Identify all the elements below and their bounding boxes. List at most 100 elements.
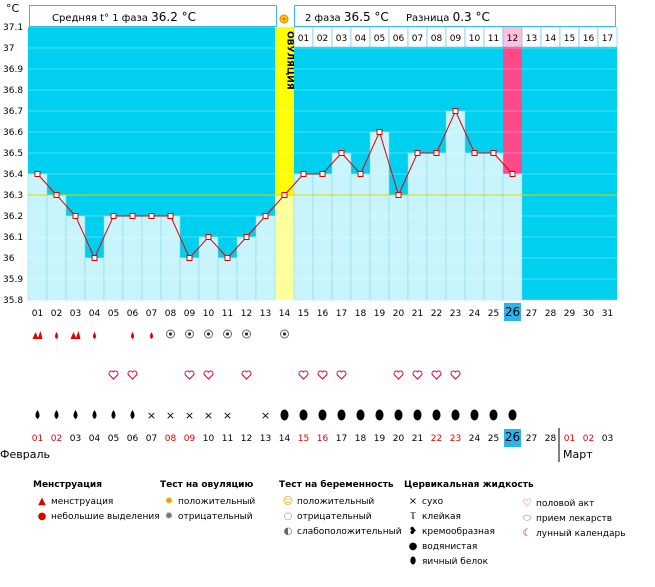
negative-test-icon-core	[225, 332, 230, 336]
difference-label: Разница	[405, 13, 450, 24]
x-tick-label: 30	[583, 309, 595, 319]
temperature-point	[376, 129, 383, 135]
y-tick-label: 35.8	[3, 296, 23, 306]
phase2-value: 36.5 °C	[343, 10, 389, 24]
temperature-point	[224, 255, 231, 261]
phase2-day-number: 14	[545, 34, 557, 44]
x-axis: 01 02 03 04 05 06 07 08 09 10 11 12 13 14 15 16 17 18 19 20…	[32, 303, 613, 321]
temperature-point	[243, 234, 250, 240]
egg-white-icon	[470, 409, 479, 421]
x-tick-label: 07	[146, 309, 157, 319]
watery-icon	[130, 410, 135, 419]
phase2-day-number: 12	[507, 34, 518, 44]
egg-white-icon: ⬮	[409, 556, 417, 567]
light-flow-icon	[131, 332, 134, 339]
egg-white-icon	[375, 409, 384, 421]
y-tick-label: 36.4	[3, 170, 23, 180]
temperature-point	[509, 171, 516, 177]
calendar-day: 02	[583, 434, 594, 444]
bbt-chart: ОВУЛЯЦИЯ 01 02 03 04 05 06 07 08 09 10 11 12 13 14 15 16…	[3, 23, 618, 462]
legend-label: слабоположительный	[297, 527, 402, 537]
y-tick-label: 36.9	[3, 65, 23, 75]
ovulation-label: ОВУЛЯЦИЯ	[285, 31, 295, 90]
calendar-day: 05	[108, 434, 119, 444]
month-label-march: Март	[563, 448, 593, 461]
legend-label: положительный	[297, 497, 375, 507]
calendar-day: 26	[505, 430, 520, 444]
legend-ovulation-test: Тест на овуляцию ✹ положительный ✹ отрицат…	[160, 480, 255, 524]
temperature-series	[34, 108, 516, 261]
temperature-bar	[483, 152, 504, 301]
light-flow-icon	[93, 332, 96, 339]
dry-icon: ×	[408, 496, 418, 507]
egg-white-icon	[299, 409, 308, 421]
x-tick-label: 16	[317, 309, 329, 319]
heart-icon	[431, 370, 442, 380]
dry-icon: ×	[147, 409, 156, 422]
heart-icon	[317, 370, 328, 380]
calendar-day: 22	[431, 434, 442, 444]
weak-positive-icon: ◐	[283, 526, 293, 537]
dry-icon: ×	[261, 409, 270, 422]
difference-value: 0.3 °C	[452, 10, 490, 24]
phase2-label: 2 фаза	[305, 13, 341, 24]
y-tick-label: 36	[3, 254, 15, 264]
gridlines	[28, 26, 617, 301]
dry-icon: ×	[166, 409, 175, 422]
light-flow-icon: ●	[37, 511, 47, 522]
watery-icon	[35, 410, 40, 419]
phase2-day-number: 03	[336, 34, 347, 44]
calendar-day: 27	[526, 434, 537, 444]
watery-icon: ●	[408, 541, 418, 552]
phase2-day-number: 06	[393, 34, 405, 44]
x-tick-label: 15	[298, 309, 309, 319]
temperature-point	[110, 213, 117, 219]
heart-icon	[241, 370, 252, 380]
x-tick-label: 27	[526, 309, 537, 319]
y-tick-label: 36.6	[3, 128, 23, 138]
x-tick-label: 26	[505, 305, 520, 319]
temperature-point	[452, 108, 459, 114]
phase2-day-number: 04	[355, 34, 367, 44]
moon-icon: ☾	[522, 528, 532, 539]
creamy-icon: ❥	[408, 526, 418, 537]
x-tick-label: 10	[203, 309, 215, 319]
x-tick-label: 02	[51, 309, 62, 319]
phase2-day-number: 07	[412, 34, 423, 44]
egg-white-icon	[451, 409, 460, 421]
calendar-day: 07	[146, 434, 157, 444]
temperature-point	[205, 234, 212, 240]
legend-other: ♡ половой акт ⬭ прием лекарств ☾ лунный кал…	[518, 496, 626, 541]
phase1-average-box: Средняя t° 1 фаза 36.2 °C	[29, 5, 277, 27]
temperature-point	[167, 213, 174, 219]
egg-white-icon	[337, 409, 346, 421]
temperature-point	[338, 150, 345, 156]
phase2-day-number: 17	[602, 34, 613, 44]
temperature-point	[281, 192, 288, 198]
heavy-flow-icon: ▲	[38, 496, 46, 507]
x-tick-label: 12	[241, 309, 252, 319]
watery-icon	[73, 410, 78, 419]
calendar-day: 28	[545, 434, 557, 444]
temperature-bar	[464, 152, 485, 301]
x-tick-label: 18	[355, 309, 367, 319]
legend-pregnancy-test: Тест на беременность ☺ положительный ○ отр…	[279, 480, 402, 539]
phase2-average-box: 2 фаза 36.5 °C Разница 0.3 °C	[294, 5, 616, 27]
temperature-point	[186, 255, 193, 261]
current-date-marker	[504, 429, 521, 447]
negative-test-icon-core	[168, 332, 173, 336]
temperature-point	[72, 213, 79, 219]
temperature-point	[414, 150, 421, 156]
temperature-bar	[198, 236, 219, 301]
heart-icon: ♡	[522, 498, 532, 509]
x-tick-label: 23	[450, 309, 461, 319]
temperature-point	[34, 171, 41, 177]
light-flow-icon	[150, 332, 153, 339]
positive-test-icon: ✹	[164, 496, 174, 507]
heart-icon	[127, 370, 138, 380]
phase2-day-number: 02	[317, 34, 328, 44]
calendar-day: 24	[469, 434, 481, 444]
month-label-february: Февраль	[0, 448, 50, 461]
symbol-rows: × × × × × ×	[32, 329, 517, 422]
calendar-day: 23	[450, 434, 461, 444]
